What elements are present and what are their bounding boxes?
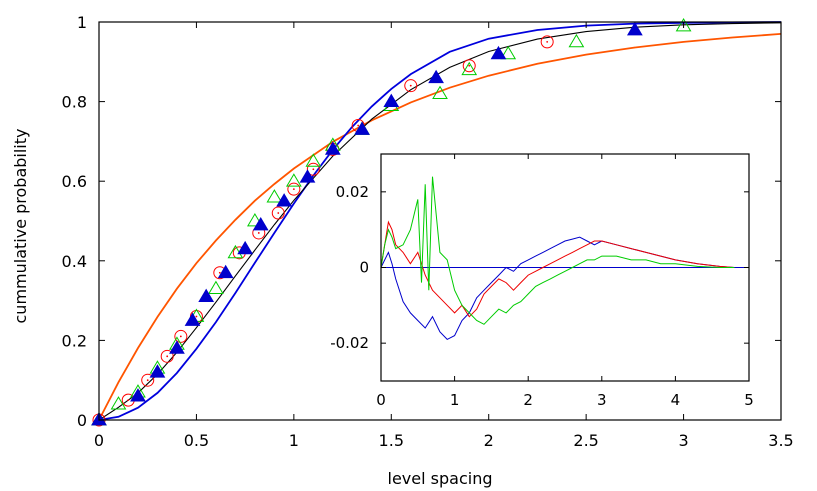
red-circles-point-center <box>468 64 471 67</box>
black-curve <box>98 22 782 421</box>
x-tick-label: 2.5 <box>573 431 598 450</box>
green-triangles-point <box>110 396 127 410</box>
red-circles-point-center <box>166 355 169 358</box>
blue-triangles-point <box>383 93 400 107</box>
blue-triangles-point <box>217 264 234 279</box>
x-tick-label: 1 <box>289 431 299 450</box>
x-tick-label: 0 <box>94 431 104 450</box>
red-circles-point <box>540 35 554 49</box>
red-circles-point-center <box>127 399 130 401</box>
green-triangles-point <box>247 213 263 227</box>
red-circles-point <box>160 349 174 363</box>
main-plot-frame <box>98 21 782 421</box>
inset-x-tick-label: 0 <box>376 391 386 409</box>
y-tick-label: 0.4 <box>62 252 87 271</box>
green-triangles-point <box>285 173 302 187</box>
blue-triangles-point <box>299 169 316 183</box>
inset-y-tick-label: 0.02 <box>336 183 369 201</box>
x-tick-label: 2 <box>484 431 494 450</box>
y-tick-label: 0 <box>77 411 87 430</box>
green-triangles-point <box>208 280 224 295</box>
blue-triangles-point <box>428 69 444 84</box>
red-circles-point <box>287 182 301 196</box>
red-circles-point <box>306 162 320 176</box>
blue-triangles-point <box>198 288 215 303</box>
y-tick-label: 0.6 <box>62 172 87 191</box>
inset-x-tick-label: 4 <box>671 391 681 409</box>
blue-triangles-point <box>169 340 185 354</box>
red-circles-point-center <box>409 84 412 87</box>
inset-red <box>380 220 735 318</box>
y-tick-label: 0.2 <box>62 331 87 350</box>
red-circles-point-center <box>218 271 221 274</box>
red-circles-point <box>271 206 285 220</box>
blue-triangles-point <box>252 216 269 231</box>
blue-curve <box>98 21 782 421</box>
green-triangles-point <box>500 45 517 60</box>
red-circles-point-center <box>357 124 360 127</box>
inset-y-tick-label: -0.02 <box>330 334 369 352</box>
red-circles-point-center <box>292 188 295 191</box>
inset-x-tick-label: 2 <box>523 391 533 409</box>
blue-triangles-point <box>184 312 201 326</box>
green-triangles-point <box>266 189 283 203</box>
x-tick-label: 3.5 <box>768 431 793 450</box>
blue-triangles-point <box>490 45 507 60</box>
green-triangles-point <box>432 85 448 100</box>
inset-green <box>380 176 735 325</box>
x-tick-label: 0.5 <box>184 431 209 450</box>
blue-triangles-point <box>354 121 370 135</box>
red-circles-point <box>404 79 418 93</box>
red-circles-point-center <box>179 335 182 338</box>
blue-triangles-point <box>237 240 254 255</box>
x-axis-label: level spacing <box>388 469 493 488</box>
green-triangles-point <box>305 153 322 167</box>
green-triangles-point <box>675 17 692 32</box>
red-circles-point <box>141 373 155 387</box>
red-circles-point <box>174 329 188 343</box>
red-circles-point-center <box>546 41 549 43</box>
green-triangles-point <box>461 61 478 76</box>
red-circles-point-center <box>277 212 280 214</box>
blue-triangles-point <box>626 21 643 36</box>
red-circles-point-center <box>195 315 198 318</box>
blue-triangles-point <box>130 388 146 402</box>
y-axis-label: cummulative probability <box>11 129 30 324</box>
blue-triangles-point <box>324 141 341 155</box>
y-tick-label: 0.8 <box>62 93 87 112</box>
blue-triangles-point <box>276 193 292 207</box>
red-circles-point-center <box>312 168 315 171</box>
inset-y-tick-label: 0 <box>359 259 369 277</box>
y-tick-label: 1 <box>77 13 87 32</box>
red-circles-point-center <box>146 379 149 382</box>
x-tick-label: 3 <box>678 431 688 450</box>
inset-x-tick-label: 1 <box>450 391 460 409</box>
inset-x-tick-label: 3 <box>597 391 607 409</box>
red-circles-point-center <box>257 232 260 234</box>
red-circles-point <box>462 59 476 73</box>
inset-x-tick-label: 5 <box>744 391 754 409</box>
green-triangles-point <box>568 33 585 48</box>
x-tick-label: 1.5 <box>379 431 404 450</box>
blue-triangles-point <box>149 364 166 378</box>
